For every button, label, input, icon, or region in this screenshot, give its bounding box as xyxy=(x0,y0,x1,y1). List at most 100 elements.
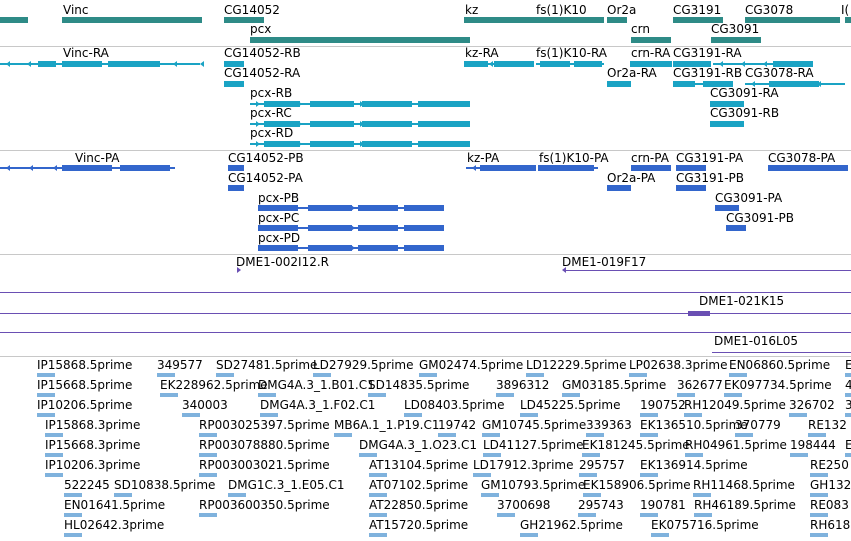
est-glyph[interactable] xyxy=(808,433,826,437)
est-label[interactable]: RE250 xyxy=(810,458,849,472)
transcript-cg3091-ra-exon[interactable] xyxy=(710,101,744,107)
transcript-pcx-rc-exon[interactable] xyxy=(362,121,412,127)
gene-glyph[interactable] xyxy=(0,17,28,23)
protein-fs1k10-pa-exon[interactable] xyxy=(538,165,594,171)
est-glyph[interactable] xyxy=(359,453,377,457)
est-label[interactable]: GM03185.5prime xyxy=(562,378,667,392)
protein-pcx-pc-exon[interactable] xyxy=(358,225,398,231)
est-label[interactable]: 198444 xyxy=(790,438,836,452)
est-glyph[interactable] xyxy=(810,493,828,497)
est-glyph[interactable] xyxy=(520,413,538,417)
gene-label-cg14052[interactable]: CG14052 xyxy=(224,3,280,17)
est-glyph[interactable] xyxy=(790,453,808,457)
est-label[interactable]: SD10838.5prime xyxy=(114,478,216,492)
est-label[interactable]: 3 xyxy=(845,398,851,412)
est-label[interactable]: RP003600350.5prime xyxy=(199,498,330,512)
transcript-label-cg3191-rb[interactable]: CG3191-RB xyxy=(673,66,743,80)
est-label[interactable]: GM10745.5prime xyxy=(482,418,587,432)
protein-label-vinc-pa[interactable]: Vinc-PA xyxy=(75,151,120,165)
est-glyph[interactable] xyxy=(369,533,387,537)
transcript-cg3191-ra-exon[interactable] xyxy=(673,61,711,67)
est-glyph[interactable] xyxy=(45,433,63,437)
est-glyph[interactable] xyxy=(789,413,807,417)
est-glyph[interactable] xyxy=(693,493,711,497)
est-glyph[interactable] xyxy=(199,473,217,477)
transcript-label-or2a-ra[interactable]: Or2a-RA xyxy=(607,66,657,80)
est-label[interactable]: 190781 xyxy=(640,498,686,512)
protein-pcx-pd-exon[interactable] xyxy=(404,245,444,251)
transcript-pcx-rd-exon[interactable] xyxy=(362,141,412,147)
est-label[interactable]: EK136510.5prime xyxy=(640,418,748,432)
est-glyph[interactable] xyxy=(473,473,491,477)
est-glyph[interactable] xyxy=(677,393,695,397)
transcript-pcx-rc-exon[interactable] xyxy=(310,121,354,127)
protein-label-cg14052-pb[interactable]: CG14052-PB xyxy=(228,151,304,165)
est-glyph[interactable] xyxy=(114,493,132,497)
est-glyph[interactable] xyxy=(258,393,276,397)
est-label[interactable]: E xyxy=(845,438,851,452)
est-label[interactable]: SD27481.5prime xyxy=(216,358,318,372)
protein-pcx-pb-exon[interactable] xyxy=(258,205,298,211)
protein-label-pcx-pd[interactable]: pcx-PD xyxy=(258,231,301,245)
est-glyph[interactable] xyxy=(520,533,538,537)
gene-glyph-crn[interactable] xyxy=(631,37,671,43)
protein-cg3091-pb-exon[interactable] xyxy=(726,225,746,231)
gene-glyph-pcx[interactable] xyxy=(250,37,470,43)
transcript-pcx-rb-exon[interactable] xyxy=(310,101,354,107)
gene-label-pcx[interactable]: pcx xyxy=(250,22,272,36)
protein-or2a-pa-exon[interactable] xyxy=(607,185,631,191)
est-glyph[interactable] xyxy=(526,373,544,377)
transcript-pcx-rd-exon[interactable] xyxy=(310,141,354,147)
est-label[interactable]: E xyxy=(845,358,851,372)
protein-vinc-pa-exon[interactable] xyxy=(62,165,112,171)
protein-label-kz-pa[interactable]: kz-PA xyxy=(467,151,500,165)
est-label[interactable]: 4 xyxy=(845,378,851,392)
protein-label-pcx-pb[interactable]: pcx-PB xyxy=(258,191,300,205)
est-glyph[interactable] xyxy=(496,393,514,397)
clone-dme1-021k15[interactable] xyxy=(0,313,851,314)
est-label[interactable]: RH46189.5prime xyxy=(694,498,796,512)
est-glyph[interactable] xyxy=(810,513,828,517)
est-label[interactable]: LP02638.3prime xyxy=(629,358,728,372)
est-label[interactable]: RE132 xyxy=(808,418,847,432)
gene-label-or2a[interactable]: Or2a xyxy=(607,3,637,17)
est-glyph[interactable] xyxy=(37,373,55,377)
transcript-label-kz-ra[interactable]: kz-RA xyxy=(465,46,499,60)
gene-label-kz[interactable]: kz xyxy=(465,3,479,17)
protein-label-fs1k10-pa[interactable]: fs(1)K10-PA xyxy=(539,151,609,165)
protein-cg3078-pa-exon[interactable] xyxy=(768,165,848,171)
est-glyph[interactable] xyxy=(629,373,647,377)
est-glyph[interactable] xyxy=(313,373,331,377)
est-glyph[interactable] xyxy=(724,393,742,397)
est-glyph[interactable] xyxy=(45,473,63,477)
est-glyph[interactable] xyxy=(369,493,387,497)
est-glyph[interactable] xyxy=(586,433,604,437)
est-label[interactable]: EK158906.5prime xyxy=(583,478,691,492)
est-glyph[interactable] xyxy=(579,473,597,477)
est-label[interactable]: AT07102.5prime xyxy=(369,478,469,492)
est-label[interactable]: DMG1C.3_1.E05.C1 xyxy=(228,478,345,492)
transcript-or2a-ra-exon[interactable] xyxy=(607,81,631,87)
est-glyph[interactable] xyxy=(845,413,851,417)
est-glyph[interactable] xyxy=(651,533,669,537)
est-label[interactable]: AT15720.5prime xyxy=(369,518,469,532)
clone-line[interactable] xyxy=(0,292,851,293)
transcript-cg14052-ra-exon[interactable] xyxy=(224,81,244,87)
clone-dme1-016l05[interactable] xyxy=(712,352,851,353)
gene-glyph-kz-fs1k10[interactable] xyxy=(464,17,604,23)
est-label[interactable]: SD14835.5prime xyxy=(368,378,470,392)
est-glyph[interactable] xyxy=(64,533,82,537)
est-label[interactable]: RP003003021.5prime xyxy=(199,458,330,472)
est-label[interactable]: RP003025397.5prime xyxy=(199,418,330,432)
est-glyph[interactable] xyxy=(640,473,658,477)
protein-pcx-pd-exon[interactable] xyxy=(358,245,398,251)
est-label[interactable]: EN01641.5prime xyxy=(64,498,166,512)
protein-cg3091-pa-exon[interactable] xyxy=(715,205,739,211)
est-label[interactable]: GM10793.5prime xyxy=(481,478,586,492)
est-glyph[interactable] xyxy=(64,513,82,517)
est-label[interactable]: RP003078880.5prime xyxy=(199,438,330,452)
est-label[interactable]: EK097734.5prime xyxy=(724,378,832,392)
est-glyph[interactable] xyxy=(368,393,386,397)
clone-line[interactable] xyxy=(0,332,851,333)
protein-pcx-pc-exon[interactable] xyxy=(404,225,444,231)
